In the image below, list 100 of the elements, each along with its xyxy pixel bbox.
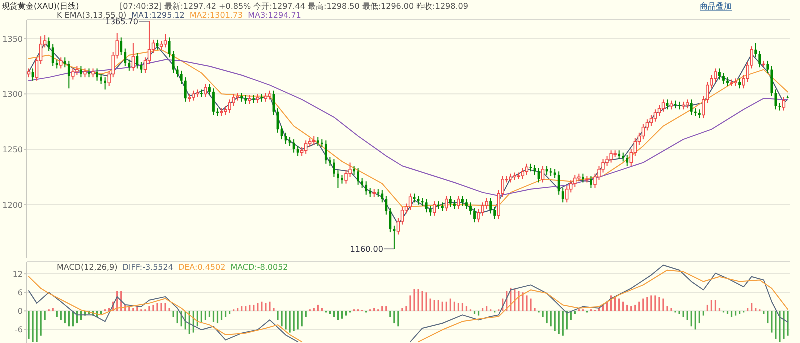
candlestick [60,57,63,70]
candlestick [650,114,654,127]
candlestick [204,84,208,98]
candlestick [566,186,569,204]
candlestick [136,52,139,70]
y-tick-label: 1250 [2,146,23,155]
candlestick [433,201,436,216]
candlestick [357,168,360,186]
candlestick [80,66,82,78]
candlestick [320,139,324,148]
text: 商品叠加 [700,2,732,11]
candlestick [610,150,613,164]
text: MA3:1294.71 [248,11,302,20]
candlestick [477,208,480,224]
candlestick [200,89,203,98]
candlestick [658,104,662,117]
candlestick [337,170,340,189]
candlestick [690,99,693,116]
annotation: 1160.00 [350,245,384,254]
candlestick [393,225,396,250]
candlestick [96,68,98,82]
candlestick [462,196,464,206]
candlestick [381,190,384,204]
chart-subtitle: [07:40:32] 最新:1297.42 +0.85% 今开:1297.44 最高:1298.50 最低:1296.00 昨收:1298.09 [120,2,468,11]
candlestick [324,140,328,164]
y-tick-label: -6 [15,326,23,335]
candlestick [296,146,300,157]
text: MACD:-8.0052 [230,263,288,272]
candlestick [766,60,770,74]
y-tick-label: 1200 [2,200,23,210]
text: DIFF:-3.5524 [122,263,174,272]
candlestick [425,198,428,214]
candlestick [260,94,264,102]
candlestick [429,205,432,216]
candlestick [774,89,778,110]
y-tick-label: 1350 [2,34,23,44]
candlestick [100,74,102,85]
text: MA1:1295.12 [132,11,185,20]
y-tick-label: 6 [18,288,23,298]
legend-title: MACD(12,26,9) [57,263,118,272]
candlestick [694,108,697,117]
candlestick [52,44,54,67]
candlestick [304,140,308,154]
candlestick [562,188,564,204]
candlestick [474,208,476,224]
candlestick [104,77,107,90]
candlestick [738,78,742,90]
candlestick [525,163,529,176]
candlestick [128,59,131,72]
annotation: 1365.70 [105,17,138,26]
candlestick [445,196,448,212]
y-tick-label: 0 [18,307,23,316]
candlestick [168,37,171,58]
candlestick [594,173,597,189]
candlestick [184,77,187,102]
candlestick [208,84,211,96]
candlestick [361,178,364,189]
candlestick [408,193,412,211]
candlestick [48,37,50,52]
candlestick [654,109,658,122]
text: MA2:1301.73 [190,11,244,20]
candlestick [470,202,472,216]
candlestick [758,50,762,68]
candlestick [782,96,786,112]
candlestick [722,72,725,85]
candlestick [421,198,424,206]
candlestick [490,198,492,214]
candlestick [437,201,440,210]
y-tick-label: 12 [12,270,23,280]
candlestick [176,66,179,78]
candlestick [590,176,592,189]
candlestick [216,108,219,117]
candlestick [344,170,348,184]
candlestick [164,34,168,48]
candlestick [770,66,774,97]
candlestick [598,166,601,182]
candlestick [180,70,183,85]
candlestick [662,99,666,112]
candlestick [642,124,646,140]
candlestick [714,68,718,82]
candlestick [449,196,452,208]
candlestick [754,42,758,58]
candlestick [292,139,296,154]
candlestick [626,154,629,167]
candlestick [140,62,143,74]
candlestick [541,166,545,184]
candlestick [192,90,196,102]
y-tick-label: 1300 [2,90,23,100]
candlestick [64,57,66,68]
candlestick [718,68,721,80]
chart-title: 现货黄金(XAU)(日线) [2,2,80,11]
candlestick [389,208,392,234]
candlestick [466,198,468,210]
legend-title: K EMA(3,13,55,0) [57,11,127,20]
candlestick [228,99,232,114]
candlestick [574,174,577,188]
candlestick [120,37,123,56]
candlestick [494,206,496,220]
candlestick [212,88,215,116]
candlestick [68,60,70,90]
